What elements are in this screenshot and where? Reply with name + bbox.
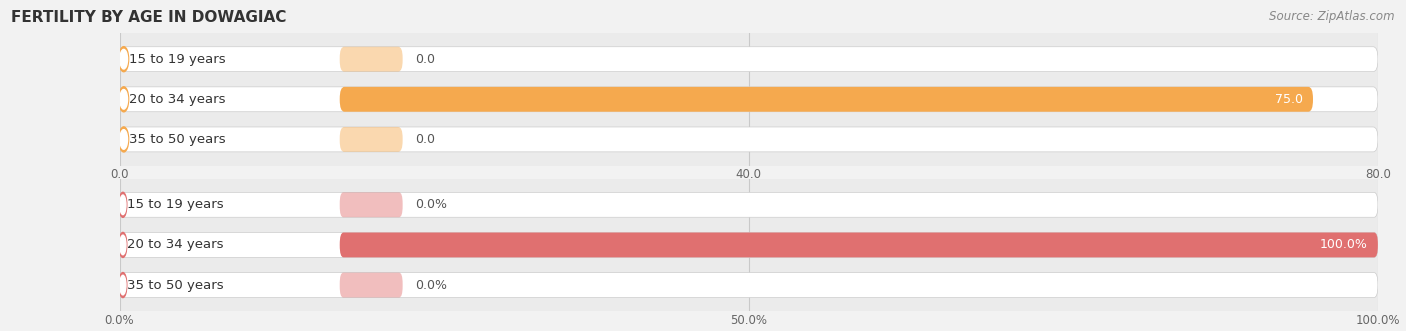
- Text: 75.0: 75.0: [1275, 93, 1303, 106]
- Text: 0.0: 0.0: [415, 133, 436, 146]
- FancyBboxPatch shape: [340, 87, 1313, 112]
- FancyBboxPatch shape: [120, 273, 1378, 298]
- FancyBboxPatch shape: [120, 47, 1378, 71]
- Circle shape: [120, 47, 128, 72]
- Circle shape: [120, 87, 128, 112]
- Text: 20 to 34 years: 20 to 34 years: [129, 93, 225, 106]
- Text: 100.0%: 100.0%: [1320, 238, 1368, 252]
- Circle shape: [120, 49, 128, 69]
- Circle shape: [120, 89, 128, 109]
- FancyBboxPatch shape: [120, 232, 1378, 258]
- Text: 0.0: 0.0: [415, 53, 436, 66]
- Text: Source: ZipAtlas.com: Source: ZipAtlas.com: [1270, 10, 1395, 23]
- Text: 15 to 19 years: 15 to 19 years: [127, 198, 224, 211]
- FancyBboxPatch shape: [120, 87, 1378, 112]
- FancyBboxPatch shape: [120, 192, 1378, 217]
- FancyBboxPatch shape: [120, 127, 1378, 152]
- Circle shape: [120, 235, 127, 255]
- Circle shape: [120, 127, 128, 152]
- FancyBboxPatch shape: [340, 273, 402, 298]
- Text: 35 to 50 years: 35 to 50 years: [129, 133, 225, 146]
- Text: 35 to 50 years: 35 to 50 years: [127, 279, 224, 292]
- FancyBboxPatch shape: [340, 232, 1378, 258]
- Circle shape: [120, 272, 127, 298]
- Circle shape: [120, 192, 127, 217]
- Circle shape: [120, 232, 127, 258]
- Text: FERTILITY BY AGE IN DOWAGIAC: FERTILITY BY AGE IN DOWAGIAC: [11, 10, 287, 25]
- Circle shape: [120, 195, 127, 214]
- Circle shape: [120, 130, 128, 149]
- Text: 15 to 19 years: 15 to 19 years: [129, 53, 225, 66]
- Text: 20 to 34 years: 20 to 34 years: [127, 238, 224, 252]
- FancyBboxPatch shape: [340, 47, 402, 71]
- Text: 0.0%: 0.0%: [415, 279, 447, 292]
- Circle shape: [120, 275, 127, 295]
- FancyBboxPatch shape: [340, 127, 402, 152]
- Text: 0.0%: 0.0%: [415, 198, 447, 211]
- FancyBboxPatch shape: [340, 192, 402, 217]
